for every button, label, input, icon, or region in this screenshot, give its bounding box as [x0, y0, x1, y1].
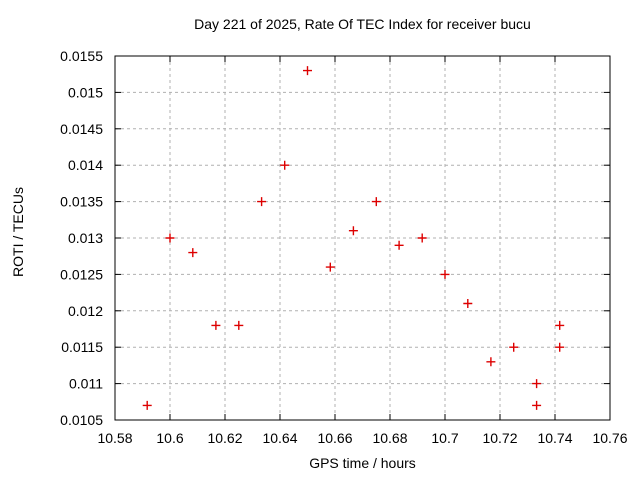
svg-text:10.72: 10.72	[482, 430, 517, 446]
svg-text:0.012: 0.012	[68, 303, 103, 319]
svg-text:10.64: 10.64	[262, 430, 297, 446]
svg-text:0.0155: 0.0155	[60, 48, 103, 64]
svg-text:10.58: 10.58	[97, 430, 132, 446]
svg-text:0.0135: 0.0135	[60, 194, 103, 210]
svg-text:10.66: 10.66	[317, 430, 352, 446]
y-axis-label: ROTI / TECUs	[10, 187, 26, 277]
svg-text:0.011: 0.011	[69, 376, 103, 392]
svg-text:0.0125: 0.0125	[60, 266, 103, 282]
svg-text:10.76: 10.76	[592, 430, 627, 446]
svg-text:0.0115: 0.0115	[61, 339, 103, 355]
x-axis-label: GPS time / hours	[309, 455, 416, 471]
chart-title: Day 221 of 2025, Rate Of TEC Index for r…	[194, 16, 531, 32]
svg-text:10.7: 10.7	[431, 430, 458, 446]
svg-text:0.0105: 0.0105	[60, 412, 103, 428]
svg-text:0.013: 0.013	[68, 230, 103, 246]
svg-text:0.0145: 0.0145	[60, 121, 103, 137]
svg-text:10.62: 10.62	[207, 430, 242, 446]
svg-text:10.6: 10.6	[156, 430, 183, 446]
svg-text:10.74: 10.74	[537, 430, 572, 446]
svg-text:0.015: 0.015	[68, 84, 103, 100]
svg-text:10.68: 10.68	[372, 430, 407, 446]
svg-text:0.014: 0.014	[68, 157, 103, 173]
